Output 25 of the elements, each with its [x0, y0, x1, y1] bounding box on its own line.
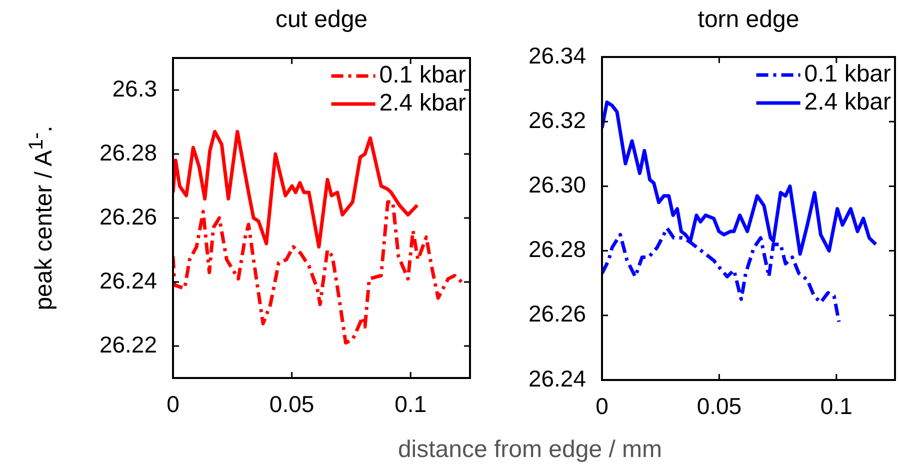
y-tick-label: 26.22: [99, 331, 157, 358]
y-tick-label: 26.34: [528, 42, 586, 68]
y-tick-label: 26.26: [528, 300, 586, 327]
x-tick-label: 0.05: [696, 393, 742, 420]
y-tick-label: 26.28: [99, 139, 157, 166]
x-tick-label: 0: [596, 393, 608, 420]
y-tick-label: 26.32: [528, 106, 586, 133]
y-tick-label: 26.30: [528, 172, 586, 198]
chart-title: torn edge: [696, 6, 800, 34]
legend-label: 2.4 kbar: [379, 90, 466, 117]
legend-label: 0.1 kbar: [804, 60, 892, 88]
y-tick-label: 26.24: [528, 365, 586, 392]
line-series: [173, 200, 464, 345]
x-axis-title: distance from edge / mm: [396, 436, 664, 464]
x-tick-label: 0.1: [820, 393, 852, 420]
y-tick-label: 26.3: [112, 75, 157, 102]
y-tick-label: 26.28: [528, 236, 586, 262]
x-tick-label: 0: [166, 391, 180, 418]
y-tick-label: 26.26: [99, 203, 157, 230]
x-tick-label: 0.05: [269, 391, 314, 418]
legend-label: 0.1 kbar: [379, 62, 466, 89]
x-tick-label: 0.1: [394, 391, 427, 418]
chart-title: cut edge: [274, 6, 369, 34]
legend-label: 2.4 kbar: [804, 88, 892, 116]
y-tick-label: 26.24: [99, 267, 158, 294]
